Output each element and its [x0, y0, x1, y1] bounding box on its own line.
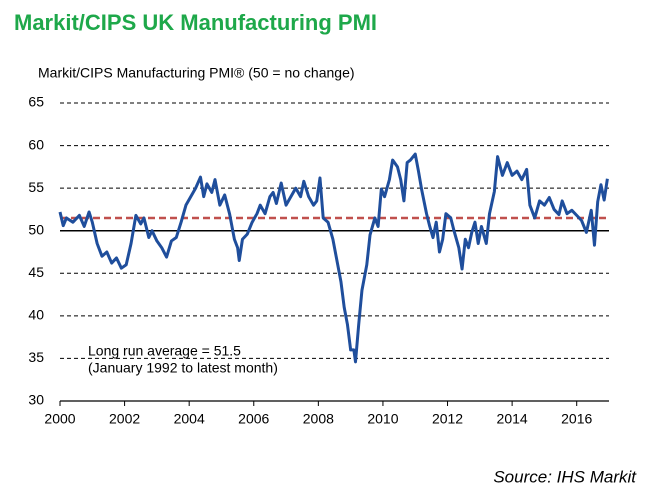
x-tick-label: 2012 — [432, 411, 463, 427]
y-tick-label: 50 — [28, 221, 44, 237]
y-tick-label: 35 — [28, 349, 44, 365]
annotation: (January 1992 to latest month) — [88, 360, 278, 376]
y-tick-label: 40 — [28, 307, 44, 323]
x-tick-label: 2010 — [367, 411, 398, 427]
x-tick-label: 2008 — [303, 411, 334, 427]
annotation: Long run average = 51.5 — [88, 343, 241, 359]
x-tick-label: 2004 — [174, 411, 205, 427]
y-tick-label: 30 — [28, 392, 44, 408]
source: Source: IHS Markit — [493, 467, 637, 486]
x-tick-label: 2000 — [44, 411, 75, 427]
x-tick-label: 2014 — [497, 411, 528, 427]
x-tick-label: 2002 — [109, 411, 140, 427]
x-tick-label: 2016 — [561, 411, 592, 427]
y-axis-label: Markit/CIPS Manufacturing PMI® (50 = no … — [38, 65, 355, 81]
y-tick-label: 65 — [28, 94, 44, 110]
y-tick-label: 60 — [28, 136, 44, 152]
data-line — [58, 152, 609, 364]
chart-title: Markit/CIPS UK Manufacturing PMI — [14, 10, 377, 35]
x-tick-label: 2006 — [238, 411, 269, 427]
y-tick-label: 55 — [28, 179, 44, 195]
y-tick-label: 45 — [28, 264, 44, 280]
